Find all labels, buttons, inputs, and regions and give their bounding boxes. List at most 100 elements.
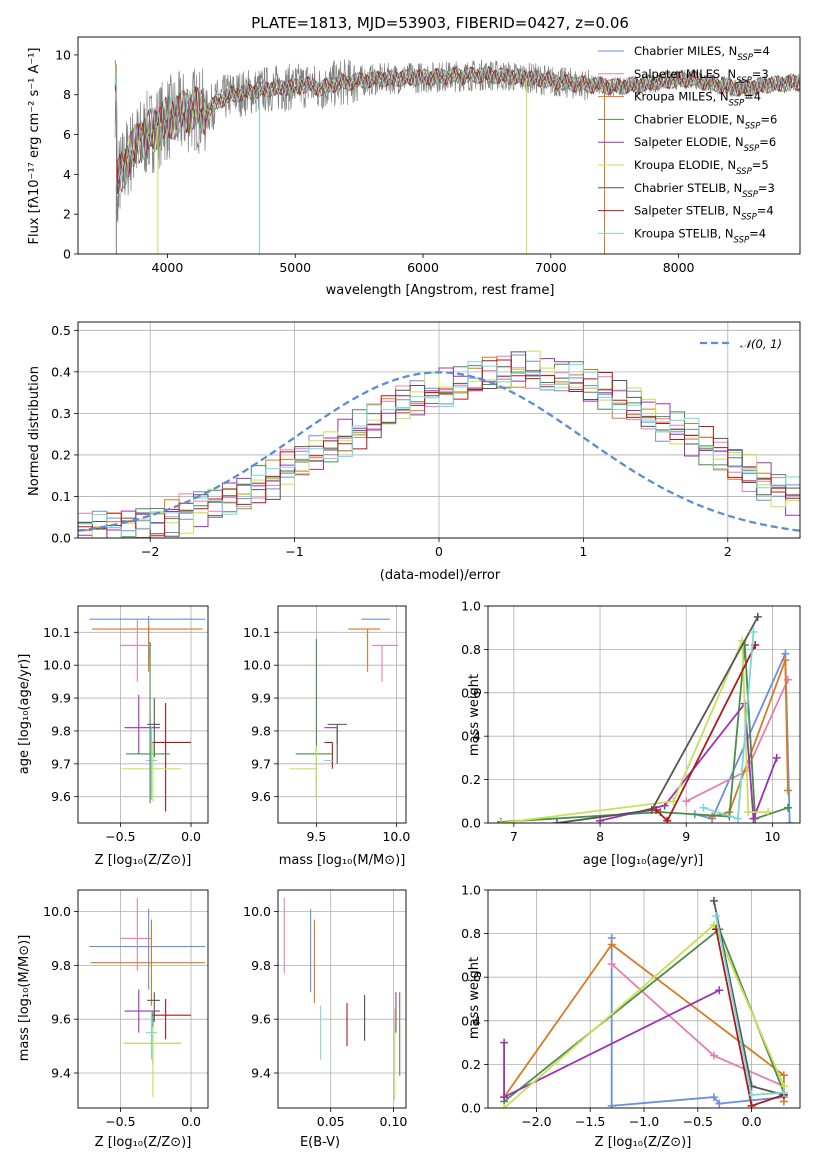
model-spectrum: [115, 66, 800, 194]
legend-entry: 𝒩(0, 1): [740, 337, 782, 351]
weight-marker: [749, 628, 758, 637]
x-tick-label: −0.5: [105, 829, 135, 844]
weight-marker: [500, 1038, 509, 1047]
weight-marker: [607, 940, 616, 949]
legend-entry: Chabrier STELIB, NSSP=3: [634, 181, 775, 200]
y-tick-label: 9.8: [51, 723, 71, 738]
w-Z-ylabel: mass weight: [467, 957, 482, 1039]
weight-marker: [749, 814, 758, 823]
y-tick-label: 9.4: [51, 1066, 71, 1081]
weight-marker: [764, 808, 773, 817]
axes-frame: [77, 321, 801, 539]
y-tick-label: 0.0: [51, 531, 71, 546]
normal-reference-curve: [78, 371, 800, 532]
y-tick-label: 9.7: [251, 756, 271, 771]
y-tick-label: 0.2: [461, 772, 481, 787]
x-tick-label: 1: [579, 544, 587, 559]
weight-marker: [669, 797, 678, 806]
weight-marker: [709, 1051, 718, 1060]
y-tick-label: 1.0: [461, 883, 481, 898]
y-tick-label: 0.1: [51, 489, 71, 504]
plot-area: [500, 896, 788, 1108]
y-tick-label: 0.0: [461, 816, 481, 831]
mass-vs-metallicity-panel: −0.5 0.0 9.4 9.6 9.8 10.0: [43, 889, 209, 1129]
y-tick-label: 10.1: [43, 625, 71, 640]
x-tick-label: 7: [510, 829, 518, 844]
weight-marker: [663, 816, 672, 823]
mass-vs-ebv-panel: 0.05 0.10 9.4 9.6 9.8 10.0: [243, 889, 407, 1129]
y-tick-label: 10.0: [243, 904, 271, 919]
weight-marker: [552, 819, 561, 823]
y-tick-label: 9.6: [51, 789, 71, 804]
x-tick-label: 5000: [279, 260, 311, 275]
y-tick-label: 0.8: [461, 926, 481, 941]
x-tick-label: 10: [764, 829, 780, 844]
y-tick-label: 10.0: [43, 658, 71, 673]
histogram-step: [78, 351, 800, 538]
y-tick-label: 0: [63, 247, 71, 262]
y-tick-label: 10.1: [243, 625, 271, 640]
spectrum-xlabel: wavelength [Angstrom, rest frame]: [326, 283, 555, 298]
x-tick-label: −1.5: [575, 1114, 605, 1129]
weight-marker: [709, 920, 718, 929]
x-tick-label: 2: [724, 544, 732, 559]
x-tick-label: 0.0: [181, 1114, 201, 1129]
w-Z-xlabel: Z [log₁₀(Z/Z⊙)]: [595, 1135, 692, 1150]
spectrum-panel: 4000 5000 6000 7000 8000 0 2 4 6 8 10 Chabrier MILE…: [55, 36, 801, 275]
y-tick-label: 9.4: [251, 1066, 271, 1081]
legend-entry: Chabrier MILES, NSSP=4: [634, 44, 770, 63]
age-Z-xlabel: Z [log₁₀(Z/Z⊙)]: [95, 853, 192, 868]
y-tick-label: 10.0: [243, 658, 271, 673]
plot-area: [89, 898, 206, 1098]
weight-marker: [781, 656, 790, 665]
x-tick-label: −0.5: [105, 1114, 135, 1129]
weight-marker: [652, 805, 661, 814]
legend-entry: Kroupa MILES, NSSP=4: [634, 90, 761, 109]
weight-marker: [744, 808, 753, 817]
histogram-step: [78, 358, 800, 538]
histogram-step: [78, 361, 800, 538]
x-tick-label: −1: [285, 544, 303, 559]
y-tick-label: 9.9: [51, 691, 71, 706]
weight-vs-age-panel: 7 8 9 10 0.0 0.2 0.4 0.6 0.8 1.0: [461, 599, 801, 844]
axes-frame: [487, 889, 801, 1109]
y-tick-label: 0.0: [461, 1101, 481, 1116]
residuals-xlabel: (data-model)/error: [380, 568, 501, 583]
weight-marker: [715, 1099, 724, 1108]
weight-series-line: [556, 616, 759, 823]
weight-marker: [772, 753, 781, 762]
spectrum-ylabel: Flux [fλ10⁻¹⁷ erg cm⁻² s⁻¹ A⁻¹]: [27, 48, 42, 245]
weight-marker: [783, 803, 792, 812]
y-tick-label: 0.8: [461, 642, 481, 657]
weight-marker: [785, 819, 794, 823]
y-tick-label: 0.2: [461, 1057, 481, 1072]
y-tick-label: 0.6: [461, 970, 481, 985]
weight-marker: [709, 1093, 718, 1102]
y-tick-label: 0.4: [461, 1013, 481, 1028]
legend-entry: Kroupa ELODIE, NSSP=5: [634, 158, 769, 177]
x-tick-label: 0.0: [181, 829, 201, 844]
mass-Z-xlabel: Z [log₁₀(Z/Z⊙)]: [95, 1135, 192, 1150]
x-tick-label: 8000: [663, 260, 695, 275]
weight-marker: [733, 814, 742, 823]
plot-area: [114, 59, 800, 254]
weight-marker: [682, 797, 691, 806]
x-tick-label: 0.05: [317, 1114, 345, 1129]
spectrum-title: PLATE=1813, MJD=53903, FIBERID=0427, z=0…: [251, 14, 629, 32]
x-tick-label: 7000: [535, 260, 567, 275]
plot-area: [283, 898, 401, 1100]
y-tick-label: 9.6: [251, 1012, 271, 1027]
x-tick-label: 9: [682, 829, 690, 844]
x-tick-label: 6000: [407, 260, 439, 275]
weight-marker: [500, 1104, 509, 1108]
residuals-ylabel: Normed distribution: [27, 366, 42, 496]
y-tick-label: 0.5: [51, 323, 71, 338]
weight-marker: [779, 1071, 788, 1080]
weight-marker: [753, 612, 762, 621]
y-tick-label: 0.2: [51, 447, 71, 462]
axes-frame: [77, 36, 801, 255]
residuals-panel: −2 −1 0 1 2 0.0 0.1 0.2 0.3 0.4 0.5 𝒩(0, 1): [51, 321, 801, 559]
mass-Z-ylabel: mass [log₁₀(M/M⊙)]: [17, 935, 32, 1062]
y-tick-label: 10: [55, 47, 71, 62]
